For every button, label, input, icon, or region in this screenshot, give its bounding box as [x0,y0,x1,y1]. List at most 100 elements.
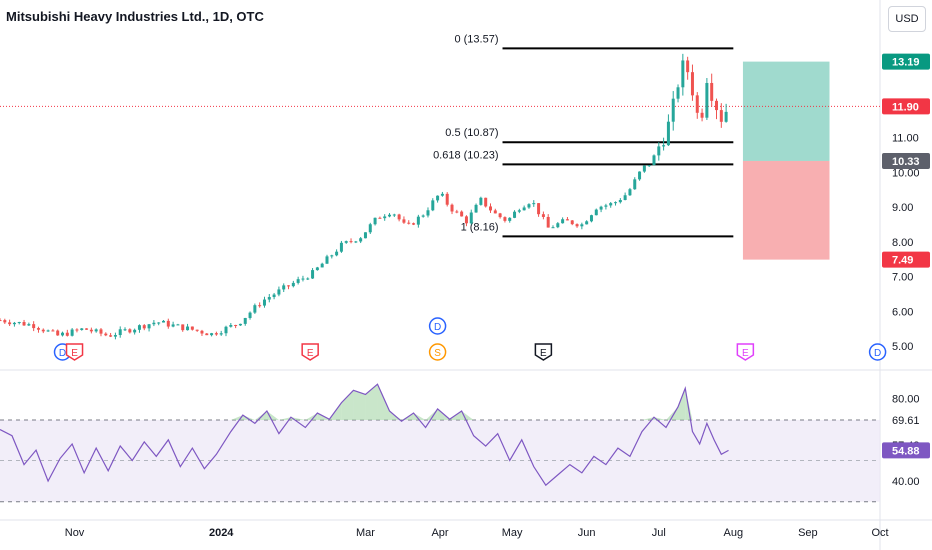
rsi-overbought-fill [377,384,390,421]
candle-body [253,305,257,313]
candle-body [186,326,190,331]
candle-body [450,204,454,212]
fib-level-label: 1 (8.16) [461,221,499,233]
rsi-overbought-fill [278,417,291,421]
split-marker [428,343,447,361]
rsi-overbought-fill [365,384,378,421]
dividend-marker [428,317,447,335]
candle-body [315,267,319,271]
candle-body [498,213,502,218]
event-letter: E [71,348,78,359]
candle-body [585,221,589,225]
candle-body [705,82,709,118]
candle-body [137,325,141,330]
candle-body [715,100,719,111]
rsi-overbought-fill [341,390,354,421]
price-badge [882,53,930,70]
event-letter: D [874,348,881,359]
candle-body [104,333,108,336]
rsi-overbought-fill [685,388,693,421]
candle-body [311,270,315,279]
candle-body [89,329,93,332]
candle-body [594,209,598,216]
candle-body [695,95,699,113]
rsi-line [0,383,729,487]
candle-body [128,329,132,333]
price-tick-label: 9.00 [892,202,913,214]
candle-body [118,329,122,336]
candle-body [94,329,98,332]
price-tick-label: 11.00 [892,133,919,145]
earnings-marker [534,343,553,361]
candle-body [710,82,714,101]
candle-body [532,203,536,205]
candle-body [320,263,324,268]
earnings-marker [736,343,755,361]
candle-body [460,211,464,217]
candle-body [166,320,170,327]
candle-body [243,317,247,324]
candle-body [628,189,632,196]
price-tick-label: 7.00 [892,272,913,284]
candle-body [412,223,416,225]
candle-body [291,282,295,287]
candle-body [488,206,492,211]
event-letter: D [59,348,66,359]
candle-body [157,322,161,324]
candle-body [282,285,286,290]
candle-body [258,305,262,307]
candle-body [306,278,310,280]
candle-body [234,325,238,327]
candle-body [614,202,618,204]
rsi-overbought-fill [641,417,654,421]
candle-body [556,223,560,228]
candle-body [618,200,622,203]
candle-body [205,333,209,336]
candle-body [565,219,569,221]
currency-button[interactable]: USD [888,6,926,32]
candle-body [32,324,36,329]
rsi-overbought-fill [242,415,255,421]
candle-body [171,324,175,327]
candle-body [517,210,521,212]
candle-body [474,204,478,213]
candle-body [176,324,180,326]
candle-body [402,219,406,223]
candle-body [161,320,165,323]
candle-body [570,220,574,225]
candle-body [224,326,228,334]
candle-body [681,60,685,88]
fib-level-label: 0.5 (10.87) [445,127,498,139]
candle-body [416,216,420,225]
date-tick-label: Apr [431,527,448,539]
price-badge-label: 13.19 [892,57,920,69]
candle-body [503,217,507,221]
candle-body [383,216,387,219]
candle-body [195,329,199,331]
candle-body [671,98,675,122]
candle-body [642,165,646,172]
candle-body [36,328,40,330]
candle-body [647,165,651,167]
price-tick-label: 5.00 [892,341,913,353]
candle-body [493,210,497,214]
rsi-overbought-fill [305,413,318,421]
candle-body [70,329,74,336]
event-letter: S [434,348,441,359]
candle-body [445,193,449,205]
candle-body [431,200,435,211]
candle-body [392,214,396,216]
candle-body [407,222,411,224]
candle-body [85,328,89,330]
candle-body [8,322,12,325]
candle-body [3,320,7,323]
candle-body [133,329,137,333]
chart-title: Mitsubishi Heavy Industries Ltd., 1D, OT… [6,9,264,24]
candle-body [344,241,348,243]
price-badge-label: 11.90 [892,101,919,113]
candle-body [724,111,728,122]
candle-body [142,325,146,329]
candle-body [575,224,579,227]
